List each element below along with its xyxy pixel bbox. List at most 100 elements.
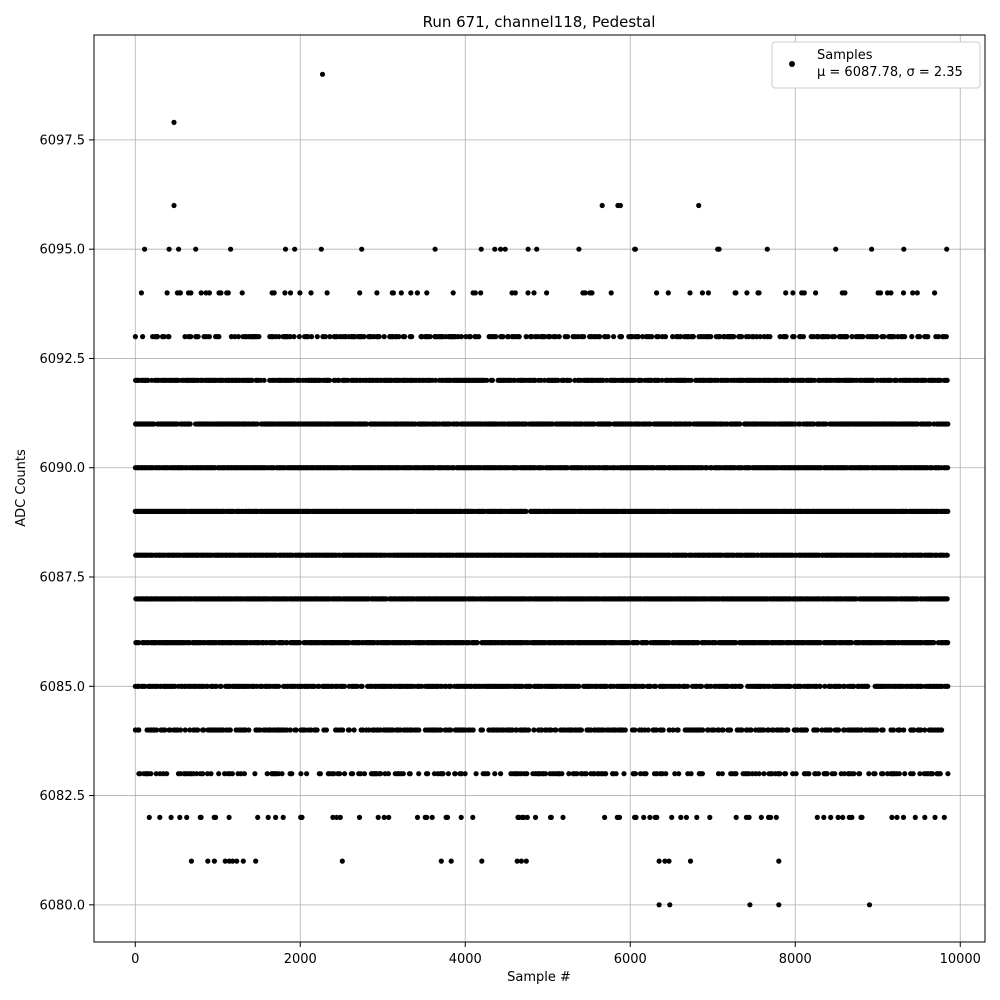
data-point <box>293 727 299 733</box>
data-point <box>910 771 916 777</box>
data-point <box>323 727 329 733</box>
data-point <box>911 727 917 733</box>
data-point <box>727 727 734 733</box>
data-point <box>603 683 610 689</box>
data-point <box>438 727 444 733</box>
data-point <box>944 552 950 558</box>
data-point <box>524 814 530 821</box>
data-point <box>187 421 193 427</box>
data-point <box>137 771 143 777</box>
data-point <box>666 858 672 864</box>
data-point <box>177 814 183 821</box>
data-point <box>889 814 895 821</box>
data-point <box>746 814 752 821</box>
data-point <box>675 727 681 733</box>
data-point <box>400 771 406 777</box>
data-point <box>851 683 857 689</box>
data-point <box>859 727 865 733</box>
data-point <box>458 814 464 821</box>
data-point <box>695 640 701 646</box>
data-point <box>574 771 580 777</box>
data-point <box>912 814 918 821</box>
data-point <box>901 727 907 733</box>
data-point <box>378 771 384 777</box>
data-point <box>339 858 345 864</box>
data-point <box>931 640 937 646</box>
data-point <box>153 771 159 777</box>
data-point <box>733 814 739 821</box>
data-point <box>304 771 310 777</box>
data-point <box>416 771 422 777</box>
data-point <box>894 814 900 821</box>
grid <box>94 35 985 942</box>
data-point <box>937 771 943 777</box>
data-point <box>832 771 838 777</box>
data-point <box>828 814 834 821</box>
data-point <box>416 727 422 733</box>
data-point <box>526 727 532 733</box>
data-point <box>814 814 820 821</box>
data-point <box>171 119 177 125</box>
data-point <box>776 858 782 864</box>
data-point <box>470 727 476 733</box>
data-point <box>198 814 204 821</box>
data-point <box>667 902 673 908</box>
data-point <box>230 858 236 864</box>
data-point <box>226 814 232 821</box>
data-point <box>857 771 863 777</box>
data-point <box>849 814 855 821</box>
data-point <box>739 727 745 733</box>
data-point <box>633 814 639 821</box>
data-point <box>932 814 938 821</box>
data-point <box>672 771 678 777</box>
data-point <box>896 771 902 777</box>
data-point <box>613 771 619 777</box>
data-point <box>902 771 908 777</box>
data-point <box>840 814 846 821</box>
data-point <box>346 727 352 733</box>
data-point <box>337 771 343 777</box>
data-point <box>177 727 184 733</box>
data-point <box>599 202 605 209</box>
data-point <box>603 771 609 777</box>
data-point <box>747 902 753 908</box>
data-point <box>859 814 865 821</box>
data-point <box>227 727 233 733</box>
data-point <box>425 771 431 777</box>
data-point <box>317 771 323 777</box>
data-point <box>218 683 224 689</box>
data-point <box>314 727 320 733</box>
data-point <box>773 814 779 821</box>
data-point <box>761 771 767 777</box>
data-point <box>195 727 201 733</box>
data-point <box>660 727 666 733</box>
data-point <box>523 508 529 514</box>
data-point <box>663 771 669 777</box>
data-point <box>945 508 951 514</box>
data-point <box>865 683 871 689</box>
data-point <box>168 814 174 821</box>
data-point <box>216 771 222 777</box>
data-point <box>694 814 700 821</box>
data-point <box>485 771 491 777</box>
data-point <box>265 814 271 821</box>
data-point <box>683 814 690 821</box>
data-point <box>381 814 387 821</box>
data-point <box>414 814 421 821</box>
data-point <box>880 727 886 733</box>
data-point <box>835 814 841 821</box>
data-point <box>699 771 706 777</box>
data-point <box>821 814 827 821</box>
data-point <box>602 814 608 821</box>
data-point <box>470 814 476 821</box>
data-point <box>523 858 529 864</box>
data-point <box>385 771 391 777</box>
data-point <box>687 858 694 864</box>
data-point <box>498 771 504 777</box>
data-point <box>297 640 303 646</box>
data-point <box>518 858 525 864</box>
data-point <box>474 640 480 646</box>
data-point <box>334 814 340 821</box>
data-point <box>656 902 662 908</box>
data-point <box>213 814 219 821</box>
